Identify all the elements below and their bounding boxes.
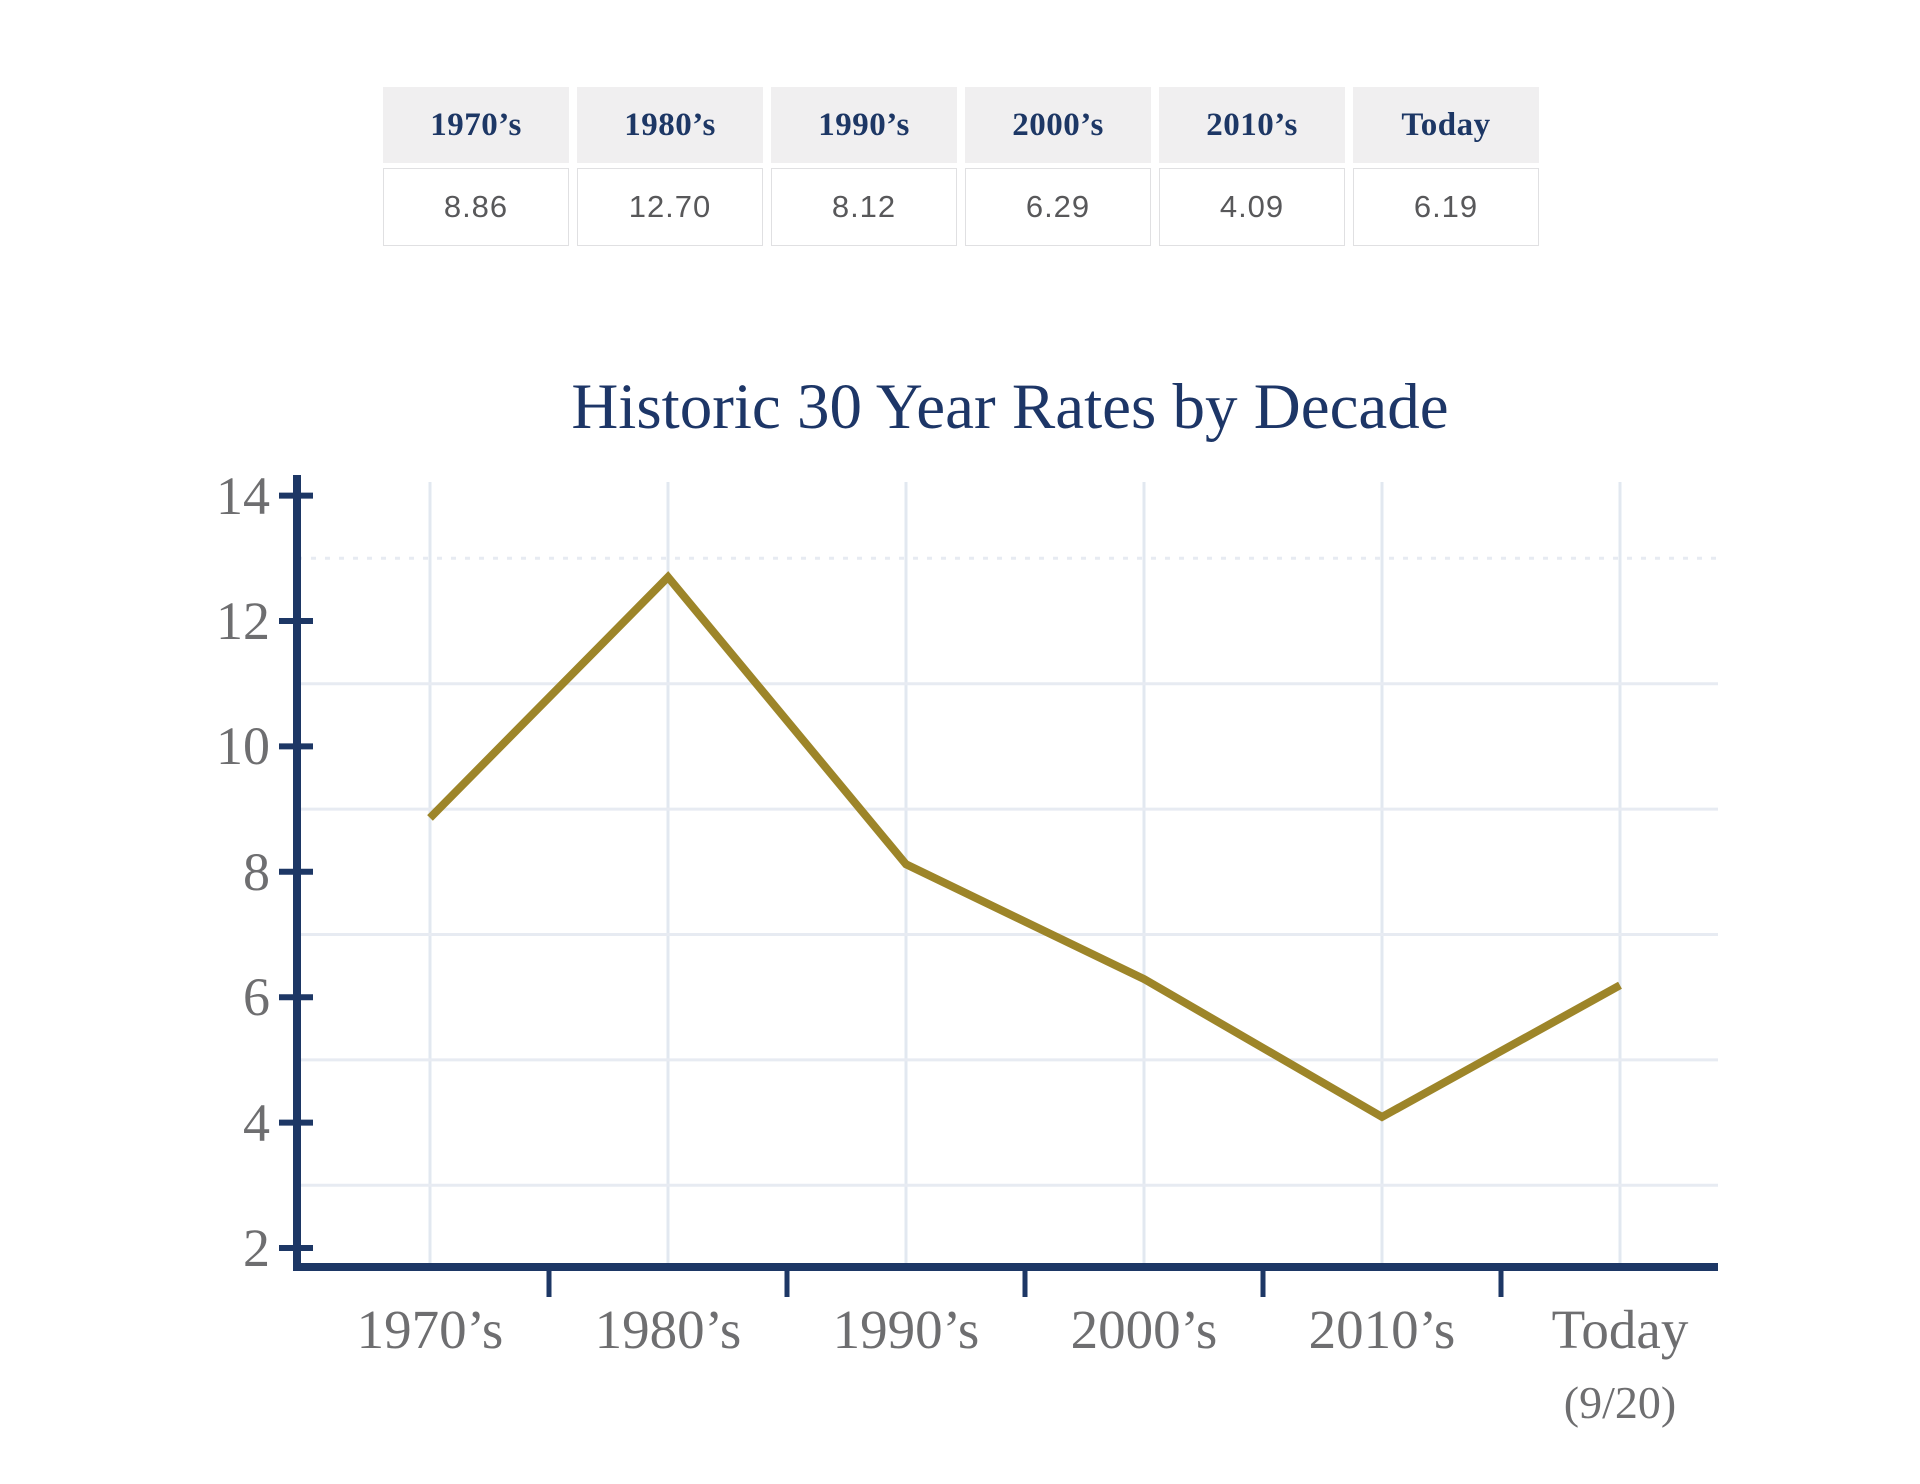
y-tick-label: 4: [243, 1092, 270, 1153]
x-tick-label: Today: [1551, 1299, 1689, 1360]
table-value-cell: 4.09: [1159, 168, 1345, 246]
table-column-1980s: 1980’s 12.70: [577, 87, 763, 246]
rates-table: 1970’s 8.86 1980’s 12.70 1990’s 8.12 200…: [383, 87, 1539, 246]
table-header-cell: 1990’s: [771, 87, 957, 163]
y-tick-label: 14: [216, 465, 270, 526]
table-header-cell: 2010’s: [1159, 87, 1345, 163]
x-tick-label: 1990’s: [832, 1299, 980, 1360]
y-tick-label: 6: [243, 967, 270, 1028]
x-tick-label: 2010’s: [1308, 1299, 1456, 1360]
chart-axes: [293, 475, 1718, 1271]
y-tick-label: 2: [243, 1218, 270, 1278]
y-tick-label: 10: [216, 716, 270, 777]
table-value-cell: 6.29: [965, 168, 1151, 246]
table-column-today: Today 6.19: [1353, 87, 1539, 246]
x-tick-label: 1980’s: [594, 1299, 742, 1360]
table-value-cell: 8.86: [383, 168, 569, 246]
y-tick-label: 12: [216, 591, 270, 651]
table-header-cell: 1970’s: [383, 87, 569, 163]
y-tick-label: 8: [243, 841, 270, 902]
rate-line-series: [427, 571, 1622, 1122]
chart-title: Historic 30 Year Rates by Decade: [571, 371, 1449, 443]
table-column-1970s: 1970’s 8.86: [383, 87, 569, 246]
table-column-2010s: 2010’s 4.09: [1159, 87, 1345, 246]
table-header-cell: 2000’s: [965, 87, 1151, 163]
table-header-cell: 1980’s: [577, 87, 763, 163]
x-tick-label: 2000’s: [1070, 1299, 1218, 1360]
x-tick-label: 1970’s: [356, 1299, 504, 1360]
table-value-cell: 8.12: [771, 168, 957, 246]
table-header-cell: Today: [1353, 87, 1539, 163]
table-value-cell: 6.19: [1353, 168, 1539, 246]
table-column-2000s: 2000’s 6.29: [965, 87, 1151, 246]
x-tick-note: (9/20): [1563, 1377, 1677, 1428]
table-value-cell: 12.70: [577, 168, 763, 246]
table-column-1990s: 1990’s 8.12: [771, 87, 957, 246]
